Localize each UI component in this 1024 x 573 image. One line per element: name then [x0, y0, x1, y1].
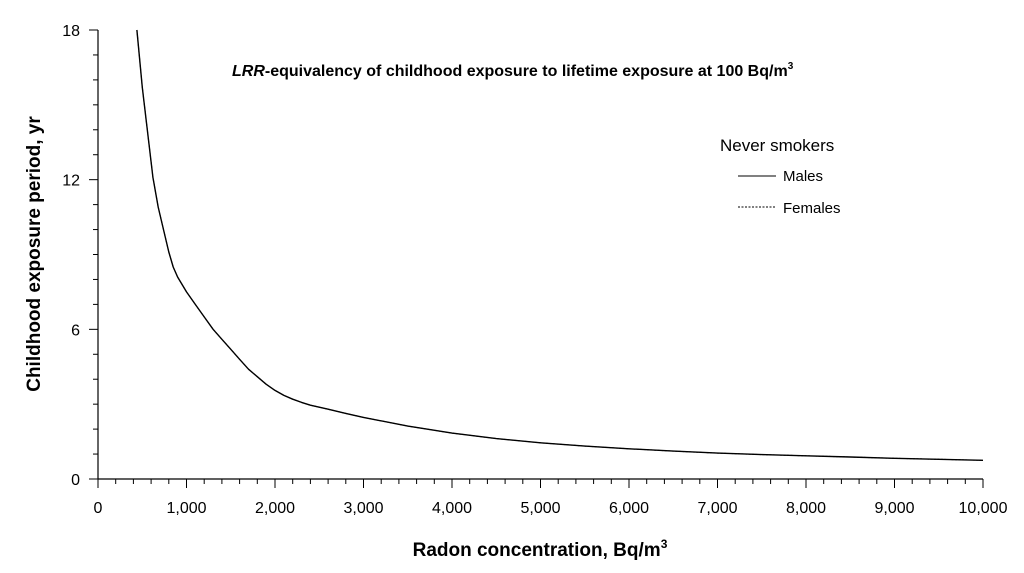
x-tick-label: 3,000: [343, 500, 383, 517]
y-tick-label: 18: [62, 23, 80, 40]
minor-ticks: [93, 54, 966, 484]
chart-title-prefix: LRR: [232, 63, 265, 80]
x-tick-label: 10,000: [959, 500, 1008, 517]
x-tick-label: 8,000: [786, 500, 826, 517]
x-axis-ticks: 0 1,000 2,000 3,000 4,000 5,000 6,000 7,000 8,00…: [94, 479, 1008, 517]
series-line-females: [136, 29, 984, 461]
y-tick-label: 12: [62, 173, 80, 190]
chart-title-main: -equivalency of childhood exposure to li…: [265, 63, 788, 80]
x-tick-label: 2,000: [255, 500, 295, 517]
x-axis-label: Radon concentration, Bq/m3: [413, 537, 668, 561]
x-tick-label: 7,000: [697, 500, 737, 517]
series-group: [136, 29, 984, 461]
x-tick-label: 5,000: [520, 500, 560, 517]
x-tick-label: 6,000: [609, 500, 649, 517]
chart-title-sup: 3: [788, 61, 794, 72]
x-tick-label: 1,000: [166, 500, 206, 517]
x-tick-label: 9,000: [874, 500, 914, 517]
y-tick-label: 0: [71, 472, 80, 489]
x-axis-label-main: Radon concentration, Bq/m: [413, 540, 661, 561]
x-tick-label: 0: [94, 500, 103, 517]
x-tick-label: 4,000: [432, 500, 472, 517]
chart-title: LRR-equivalency of childhood exposure to…: [232, 61, 794, 80]
x-axis-label-sup: 3: [661, 537, 668, 551]
y-tick-label: 6: [71, 322, 80, 339]
legend-label-females: Females: [783, 200, 841, 217]
legend: Never smokers Males Females: [720, 136, 841, 217]
legend-title: Never smokers: [720, 136, 834, 155]
y-axis-ticks: 0 6 12 18: [62, 23, 98, 489]
series-line-males: [136, 29, 984, 461]
y-axis-label: Childhood exposure period, yr: [24, 116, 45, 392]
legend-label-males: Males: [783, 168, 823, 185]
